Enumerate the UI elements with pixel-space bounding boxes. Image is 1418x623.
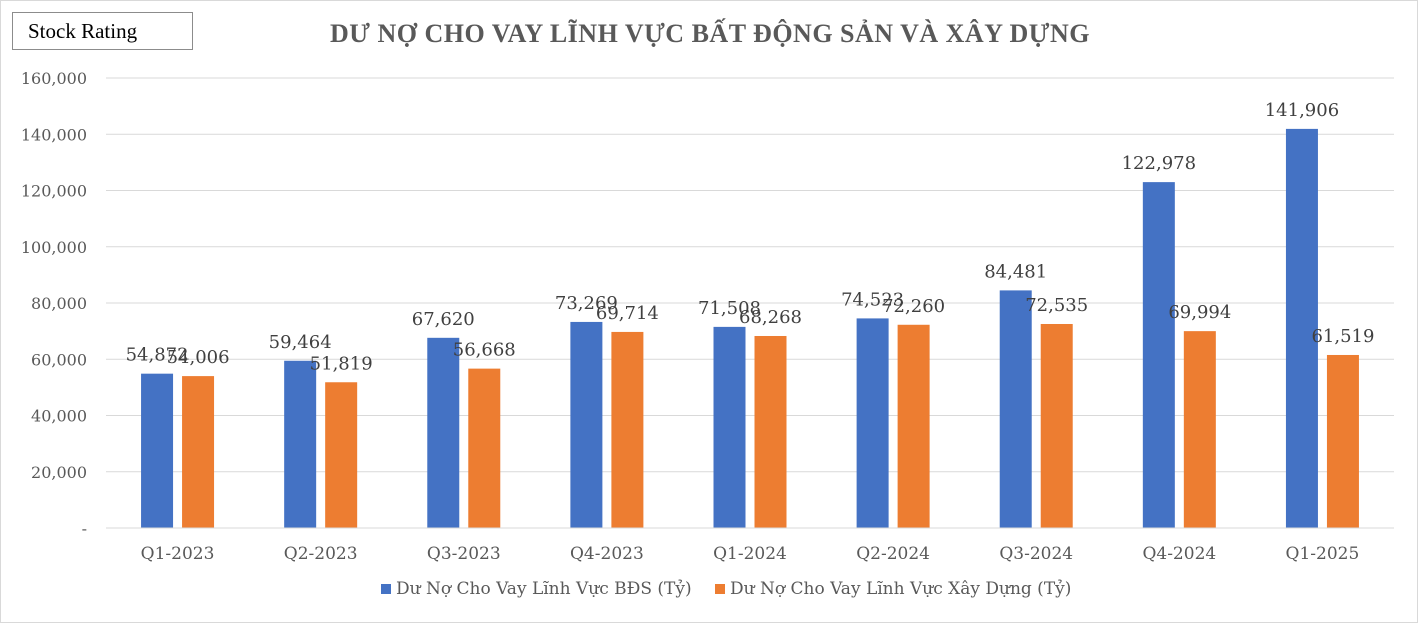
legend-label-xay-dung: Dư Nợ Cho Vay Lĩnh Vực Xây Dựng (Tỷ) <box>730 579 1071 599</box>
data-label: 84,481 <box>984 261 1047 282</box>
data-label: 61,519 <box>1311 326 1374 347</box>
x-tick-label: Q1-2025 <box>1286 544 1360 564</box>
bar-xay-dung <box>1040 323 1073 528</box>
stock-rating-badge: Stock Rating <box>12 12 193 50</box>
data-label: 51,819 <box>310 353 373 374</box>
x-tick-label: Q2-2023 <box>284 544 358 564</box>
y-tick-label: 80,000 <box>31 294 87 313</box>
bar-bds <box>856 318 889 528</box>
x-tick-label: Q1-2023 <box>141 544 215 564</box>
bar-bds <box>999 290 1032 528</box>
bar-bds <box>427 337 460 528</box>
data-label: 73,269 <box>555 293 618 314</box>
legend-swatch-bds <box>381 584 391 594</box>
data-label: 72,260 <box>882 296 945 317</box>
x-tick-label: Q1-2024 <box>713 544 787 564</box>
legend-label-bds: Dư Nợ Cho Vay Lĩnh Vực BĐS (Tỷ) <box>396 579 692 599</box>
bar-xay-dung <box>1326 354 1359 528</box>
chart-title: DƯ NỢ CHO VAY LĨNH VỰC BẤT ĐỘNG SẢN VÀ X… <box>329 19 1090 48</box>
y-tick-label: 160,000 <box>21 69 87 88</box>
data-label: 72,535 <box>1025 295 1088 316</box>
bar-bds <box>713 326 746 528</box>
data-label: 141,906 <box>1265 100 1339 121</box>
data-label: 56,668 <box>453 340 516 361</box>
y-tick-label: 40,000 <box>31 407 87 426</box>
bar-bds <box>1285 128 1318 528</box>
y-tick-label: 140,000 <box>21 125 87 144</box>
bar-bds <box>1142 182 1175 528</box>
y-tick-label: 100,000 <box>21 238 87 257</box>
x-tick-label: Q2-2024 <box>856 544 930 564</box>
data-label: 69,994 <box>1168 302 1231 323</box>
bar-xay-dung <box>182 376 215 528</box>
bar-xay-dung <box>897 324 930 528</box>
data-label: 74,523 <box>841 289 904 310</box>
x-tick-label: Q3-2024 <box>999 544 1073 564</box>
y-tick-label: - <box>82 519 87 538</box>
data-label: 54,872 <box>126 345 189 366</box>
data-label: 122,978 <box>1122 153 1196 174</box>
x-tick-label: Q4-2023 <box>570 544 644 564</box>
x-tick-label: Q3-2023 <box>427 544 501 564</box>
data-label: 68,268 <box>739 307 802 328</box>
bar-xay-dung <box>1183 331 1216 528</box>
x-tick-label: Q4-2024 <box>1142 544 1216 564</box>
data-label: 67,620 <box>412 309 475 330</box>
data-label: 71,508 <box>698 298 761 319</box>
bar-bds <box>284 360 317 528</box>
data-label: 59,464 <box>269 332 332 353</box>
bar-bds <box>570 321 603 528</box>
y-tick-label: 120,000 <box>21 182 87 201</box>
y-tick-label: 60,000 <box>31 350 87 369</box>
data-label: 54,006 <box>167 347 230 368</box>
bar-xay-dung <box>754 335 787 528</box>
legend-swatch-xay-dung <box>715 584 725 594</box>
bar-bds <box>141 373 174 528</box>
bar-xay-dung <box>611 331 644 528</box>
y-tick-label: 20,000 <box>31 463 87 482</box>
data-label: 69,714 <box>596 303 659 324</box>
bar-xay-dung <box>468 368 501 528</box>
bar-xay-dung <box>325 382 358 528</box>
